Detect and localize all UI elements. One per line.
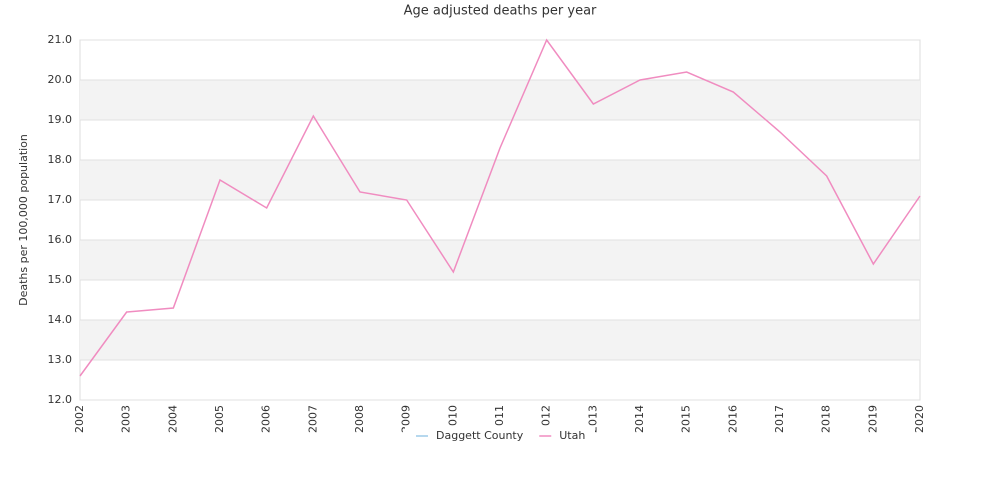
- x-tick-label: 2017: [773, 405, 786, 433]
- chart-title: Age adjusted deaths per year: [404, 4, 597, 19]
- y-tick-label: 15.0: [48, 273, 73, 286]
- x-tick-label: 2004: [166, 405, 179, 433]
- x-tick-label: 2008: [353, 405, 366, 433]
- x-tick-label: 2019: [866, 405, 879, 433]
- x-tick-label: 2005: [213, 405, 226, 433]
- legend-label: Utah: [559, 429, 585, 442]
- x-tick-label: 2014: [633, 405, 646, 433]
- legend-label: Daggett County: [436, 429, 524, 442]
- x-tick-label: 2020: [913, 405, 926, 433]
- x-tick-label: 2007: [306, 405, 319, 433]
- x-tick-label: 2015: [680, 405, 693, 433]
- y-tick-label: 12.0: [48, 393, 73, 406]
- grid-band: [80, 160, 920, 200]
- y-tick-label: 16.0: [48, 233, 73, 246]
- bands: [79, 39, 921, 401]
- grid-band: [80, 320, 920, 360]
- x-tick-label: 2003: [120, 405, 133, 433]
- grid-band: [80, 240, 920, 280]
- y-tick-label: 20.0: [48, 73, 73, 86]
- y-axis-label: Deaths per 100,000 population: [17, 134, 30, 306]
- y-tick-label: 17.0: [48, 193, 73, 206]
- x-tick-label: 2006: [260, 405, 273, 433]
- y-tick-label: 21.0: [48, 33, 73, 46]
- y-tick-label: 14.0: [48, 313, 73, 326]
- series-line: [79, 38, 921, 377]
- grid-band: [80, 80, 920, 120]
- y-tick-label: 19.0: [48, 113, 73, 126]
- x-tick-label: 2016: [726, 405, 739, 433]
- legend-bg: [405, 426, 595, 446]
- x-tick-label: 2018: [820, 405, 833, 433]
- y-tick-label: 13.0: [48, 353, 73, 366]
- x-tick-label: 2002: [73, 405, 86, 433]
- y-tick-label: 18.0: [48, 153, 73, 166]
- legend: Daggett County Utah: [405, 426, 595, 446]
